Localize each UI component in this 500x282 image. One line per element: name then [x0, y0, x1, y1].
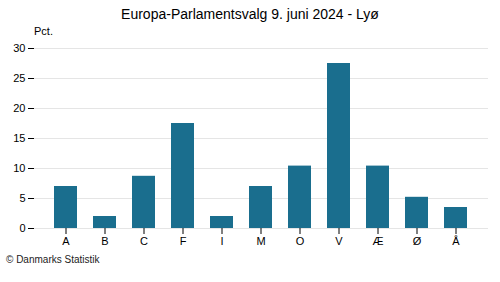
html-text:© Danmarks Statistik: © Danmarks Statistik [6, 254, 100, 265]
svg-text:20: 20 [13, 102, 25, 114]
svg-text:Ø: Ø [413, 235, 422, 247]
svg-text:15: 15 [13, 132, 25, 144]
svg-text:O: O [296, 235, 305, 247]
svg-text:B: B [101, 235, 108, 247]
svg-text:25: 25 [13, 72, 25, 84]
svg-text:0: 0 [19, 222, 25, 234]
svg-text:Æ: Æ [373, 235, 384, 247]
svg-text:M: M [256, 235, 265, 247]
svg-text:5: 5 [19, 192, 25, 204]
svg-text:A: A [62, 235, 70, 247]
svg-text:30: 30 [13, 42, 25, 54]
html-text:Europa-Parlamentsvalg 9. juni: Europa-Parlamentsvalg 9. juni 2024 - Lyø [121, 6, 379, 22]
svg-text:10: 10 [13, 162, 25, 174]
svg-text:V: V [335, 235, 343, 247]
svg-text:I: I [220, 235, 223, 247]
svg-text:F: F [180, 235, 187, 247]
html-text:Pct.: Pct. [34, 25, 53, 37]
svg-text:C: C [140, 235, 148, 247]
svg-text:Å: Å [452, 235, 460, 247]
